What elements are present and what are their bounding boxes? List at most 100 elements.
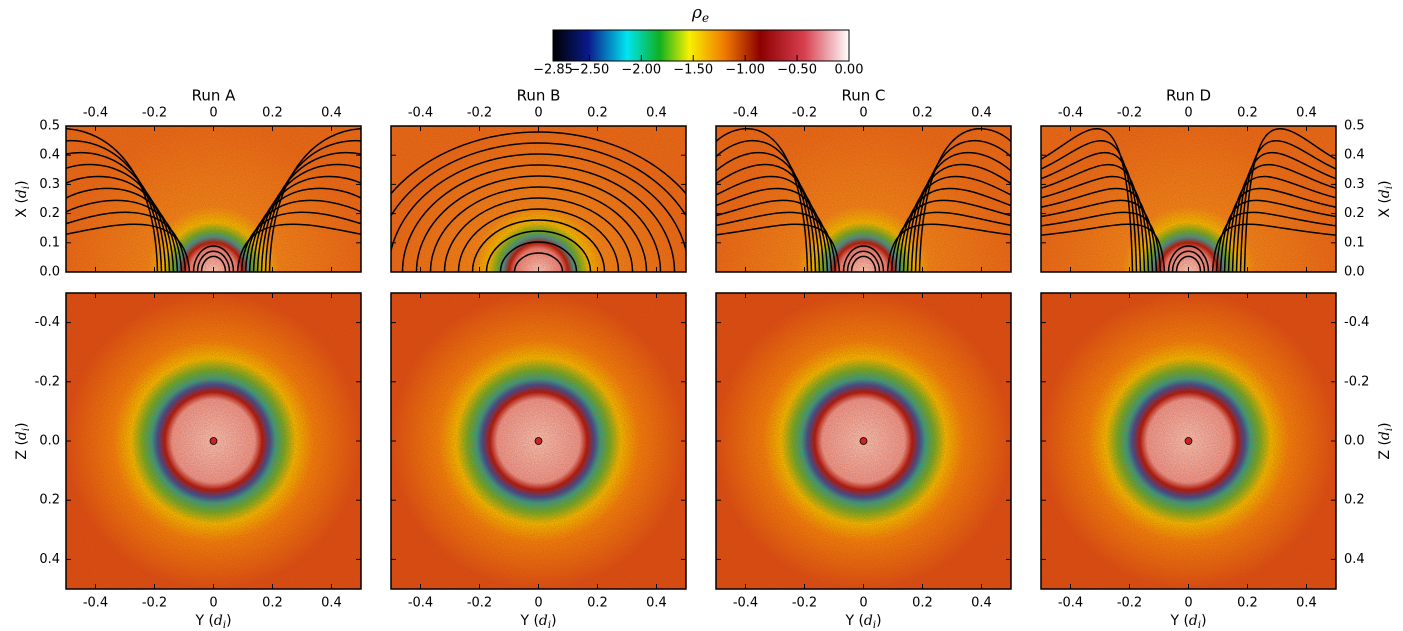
field-line	[240, 211, 361, 272]
field-line	[918, 128, 1011, 272]
colorbar-subscript: e	[702, 11, 709, 25]
field-line	[898, 187, 1011, 272]
x-tick-label: -0.2	[792, 596, 817, 611]
x-tick-label: -0.4	[1058, 596, 1083, 611]
axis-title-sub: i	[548, 620, 551, 631]
field-line	[391, 142, 686, 218]
top-map	[391, 126, 686, 272]
axis-title-symbol: d	[539, 613, 548, 629]
y-tick-label: 0.5	[1344, 119, 1365, 134]
field-line	[268, 128, 361, 272]
axis-title: Y (di)	[844, 613, 881, 631]
x-tick-label: -0.4	[83, 106, 108, 121]
field-line	[66, 199, 183, 272]
x-tick-label: -0.2	[1117, 596, 1142, 611]
field-line	[1041, 175, 1150, 272]
field-line	[485, 230, 592, 272]
field-line	[1219, 199, 1336, 272]
x-tick-label: 0.4	[646, 106, 667, 121]
axis-title-symbol: d	[864, 613, 873, 629]
axis-title-text: Z (	[1377, 440, 1393, 460]
field-line	[429, 186, 648, 272]
field-line	[236, 223, 361, 272]
colorbar-tick-label: −2.85	[533, 63, 573, 78]
x-tick-label: 0	[859, 596, 867, 611]
field-line	[1041, 139, 1138, 272]
field-line	[252, 175, 361, 272]
top-map	[66, 126, 361, 272]
field-line	[1243, 128, 1336, 272]
field-line	[499, 241, 578, 272]
axis-title-symbol: d	[214, 613, 223, 629]
field-line	[914, 139, 1011, 272]
y-tick-label: 0.0	[1344, 265, 1365, 280]
field-line	[391, 153, 686, 255]
field-line	[1041, 128, 1134, 272]
x-tick-label: -0.2	[142, 596, 167, 611]
field-line	[716, 163, 821, 272]
field-line	[248, 187, 361, 272]
axis-title-text: )	[1201, 613, 1206, 629]
field-line	[66, 128, 159, 272]
x-tick-label: -0.4	[83, 596, 108, 611]
field-line	[1215, 211, 1336, 272]
field-line	[886, 223, 1011, 272]
field-line	[1041, 163, 1146, 272]
x-tick-label: 0.2	[1237, 596, 1258, 611]
field-line	[902, 175, 1011, 272]
x-tick-label: 0.4	[971, 596, 992, 611]
axis-title-text: X (	[14, 198, 30, 218]
x-tick-label: -0.2	[142, 106, 167, 121]
axis-title: Y (di)	[519, 613, 556, 631]
axis-title: X (di)	[14, 180, 32, 217]
field-line	[66, 175, 175, 272]
field-line	[1041, 199, 1158, 272]
top-map	[716, 126, 1011, 272]
axis-title-symbol: d	[1377, 189, 1393, 198]
x-tick-label: 0.2	[587, 596, 608, 611]
field-line	[716, 128, 809, 272]
field-line	[1231, 163, 1336, 272]
colorbar-label: ρe	[691, 3, 709, 25]
axis-title-sub: i	[223, 620, 226, 631]
x-tick-label: 0.2	[912, 106, 933, 121]
x-tick-label: 0	[1184, 596, 1192, 611]
y-tick-label: -0.2	[35, 374, 60, 389]
x-tick-label: -0.4	[408, 596, 433, 611]
axis-title-text: )	[876, 613, 881, 629]
axis-title-symbol: d	[14, 431, 30, 440]
y-tick-label: 0.2	[39, 493, 60, 508]
field-line	[850, 255, 877, 272]
field-line	[1223, 187, 1336, 272]
density-noise	[1041, 126, 1336, 272]
axis-title: Y (di)	[194, 613, 231, 631]
axis-title: Z (di)	[14, 422, 32, 459]
y-tick-label: 0.3	[1344, 177, 1365, 192]
field-line	[196, 250, 231, 272]
axis-title-sub: i	[1384, 428, 1395, 431]
y-tick-label: -0.2	[1344, 374, 1369, 389]
y-tick-label: 0.4	[39, 148, 60, 163]
field-line	[894, 199, 1011, 272]
axis-title-text: X (	[1377, 198, 1393, 218]
x-tick-label: 0	[859, 106, 867, 121]
field-line	[1227, 175, 1336, 272]
field-line	[391, 131, 686, 195]
x-tick-label: 0.4	[321, 106, 342, 121]
x-tick-label: 0.4	[971, 106, 992, 121]
x-tick-label: 0	[1184, 106, 1192, 121]
field-line	[846, 250, 881, 272]
x-tick-label: -0.2	[467, 106, 492, 121]
panel-title: Run D	[1166, 87, 1211, 105]
axis-title-sub: i	[21, 428, 32, 431]
field-line	[716, 223, 841, 272]
axis-title-text: )	[1377, 180, 1393, 185]
axis-title-symbol: d	[14, 189, 30, 198]
axis-title-text: Y (	[519, 613, 538, 629]
field-line	[1041, 151, 1142, 272]
colorbar-tick-label: −2.50	[569, 63, 609, 78]
field-line	[1211, 223, 1336, 272]
axis-title: Y (di)	[1169, 613, 1206, 631]
x-tick-label: 0.2	[912, 596, 933, 611]
x-tick-label: 0	[209, 596, 217, 611]
